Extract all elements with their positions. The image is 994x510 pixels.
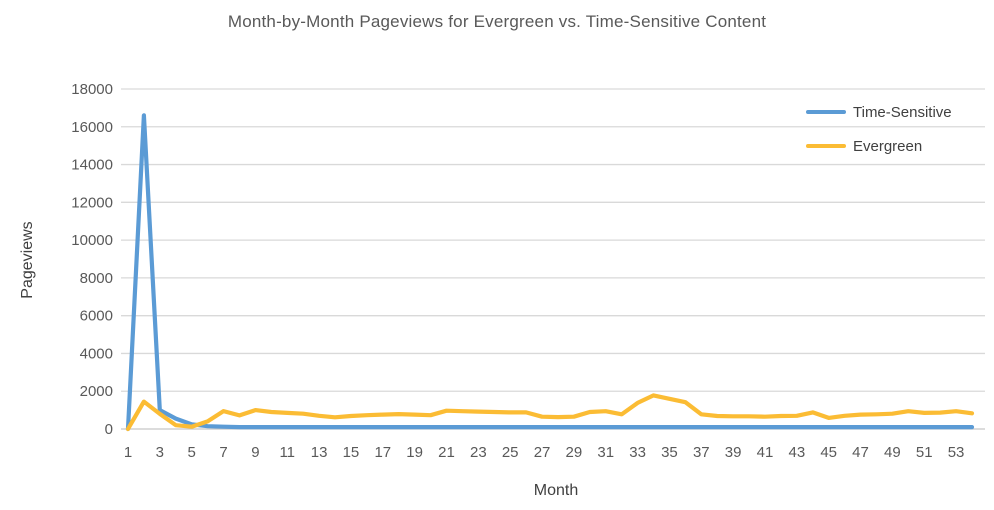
time-sensitive-line-swatch <box>806 109 846 115</box>
x-tick-label: 33 <box>629 444 646 461</box>
y-tick-label: 14000 <box>71 157 113 174</box>
legend-item-time-sensitive: Time-Sensitive <box>806 101 952 123</box>
y-tick-label: 0 <box>105 421 113 438</box>
x-tick-label: 23 <box>470 444 487 461</box>
x-tick-label: 21 <box>438 444 455 461</box>
y-tick-label: 10000 <box>71 232 113 249</box>
x-tick-label: 29 <box>566 444 583 461</box>
chart-title: Month-by-Month Pageviews for Evergreen v… <box>227 12 767 31</box>
y-tick-label: 16000 <box>71 119 113 136</box>
x-tick-label: 35 <box>661 444 678 461</box>
x-tick-label: 47 <box>852 444 869 461</box>
x-tick-label: 49 <box>884 444 901 461</box>
legend: Time-Sensitive Evergreen <box>806 101 952 169</box>
x-tick-label: 17 <box>374 444 391 461</box>
x-tick-label: 37 <box>693 444 710 461</box>
x-tick-label: 27 <box>534 444 551 461</box>
x-axis-title: Month <box>533 482 579 499</box>
x-tick-label: 1 <box>124 444 132 461</box>
x-tick-label: 41 <box>757 444 774 461</box>
evergreen-line-swatch <box>806 143 846 149</box>
series-line-time-sensitive <box>125 113 975 432</box>
x-tick-label: 3 <box>156 444 164 461</box>
y-axis-title: Pageviews <box>19 221 36 299</box>
series-line-evergreen <box>125 393 975 432</box>
y-tick-label: 18000 <box>71 81 113 98</box>
x-tick-label: 5 <box>188 444 196 461</box>
x-tick-label: 15 <box>343 444 360 461</box>
legend-label-evergreen: Evergreen <box>853 137 923 155</box>
y-tick-label: 12000 <box>71 194 113 211</box>
x-tick-label: 53 <box>948 444 965 461</box>
x-tick-label: 31 <box>597 444 614 461</box>
legend-item-evergreen: Evergreen <box>806 135 952 157</box>
y-tick-label: 2000 <box>80 383 113 400</box>
y-tick-label: 6000 <box>80 308 113 325</box>
x-tick-label: 45 <box>820 444 837 461</box>
x-tick-label: 51 <box>916 444 933 461</box>
x-tick-label: 7 <box>219 444 227 461</box>
x-tick-label: 11 <box>279 444 295 461</box>
x-tick-label: 19 <box>406 444 423 461</box>
x-tick-label: 39 <box>725 444 742 461</box>
x-tick-label: 13 <box>311 444 328 461</box>
x-tick-label: 43 <box>788 444 805 461</box>
x-tick-label: 9 <box>251 444 259 461</box>
y-tick-label: 4000 <box>80 345 113 362</box>
y-tick-label: 8000 <box>80 270 113 287</box>
x-tick-label: 25 <box>502 444 519 461</box>
legend-label-time-sensitive: Time-Sensitive <box>853 103 952 121</box>
